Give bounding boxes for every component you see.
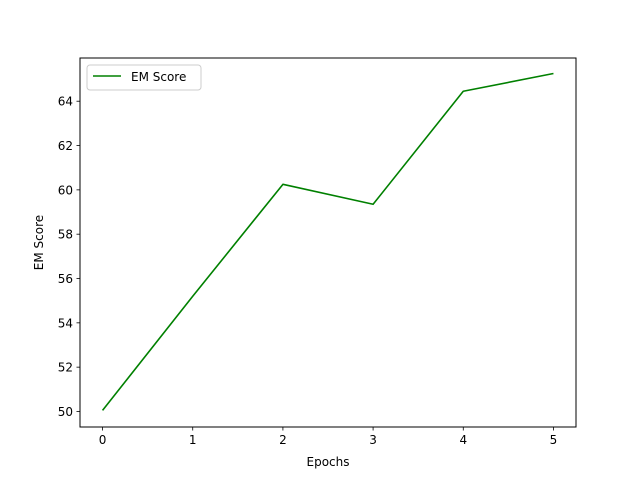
y-tick-label: 62	[58, 139, 73, 153]
x-tick-label: 2	[279, 433, 287, 447]
x-axis-label: Epochs	[307, 455, 350, 469]
x-axis: 0 1 2 3 4 5	[99, 427, 558, 447]
legend-label-em-score: EM Score	[131, 70, 186, 84]
x-tick-label: 5	[550, 433, 558, 447]
legend: EM Score	[86, 64, 202, 91]
series-line-em-score	[101, 72, 554, 411]
y-tick-label: 60	[58, 183, 73, 197]
x-tick-label: 0	[99, 433, 107, 447]
y-axis-label: EM Score	[32, 215, 46, 270]
y-tick-label: 64	[58, 95, 73, 109]
y-tick-label: 52	[58, 361, 73, 375]
y-tick-label: 56	[58, 272, 73, 286]
legend-box	[86, 64, 202, 91]
y-axis: 50 52 54 56 58 60 62 64	[58, 95, 80, 419]
series-layer	[101, 72, 554, 411]
y-tick-label: 58	[58, 228, 73, 242]
axes-frame	[79, 57, 577, 428]
x-tick-label: 4	[459, 433, 467, 447]
y-tick-label: 50	[58, 405, 73, 419]
y-tick-label: 54	[58, 316, 73, 330]
x-tick-label: 1	[189, 433, 197, 447]
x-tick-label: 3	[369, 433, 377, 447]
